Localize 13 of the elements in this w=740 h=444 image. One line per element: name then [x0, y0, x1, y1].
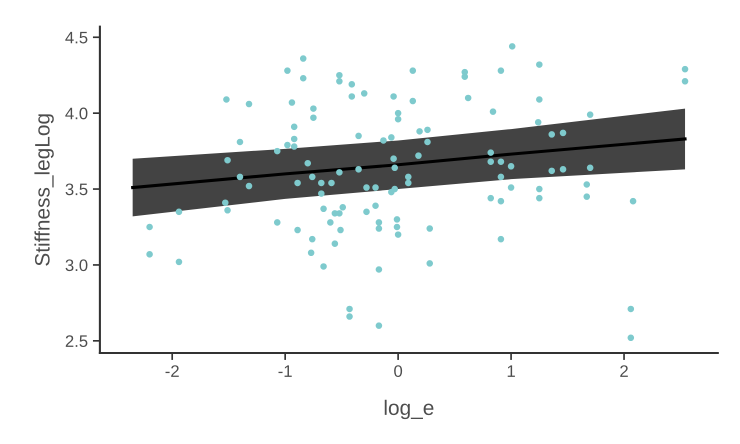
y-axis-title: Stiffness_legLog	[34, 114, 54, 266]
y-tick-label: 3.0	[66, 259, 88, 272]
x-tick-label: 0	[394, 365, 402, 378]
x-tick-label: 2	[620, 365, 628, 377]
y-tick-label: 4.5	[65, 32, 88, 44]
y-tick-label: 4.0	[65, 108, 88, 120]
x-axis-title: log_e	[384, 400, 434, 420]
x-tick-label: 1	[508, 365, 515, 377]
line-series	[131, 137, 687, 190]
y-tick-label: 2.5	[66, 335, 88, 348]
y-tick-label: 3.5	[66, 183, 88, 196]
x-tick-label: -2	[166, 365, 179, 377]
x-tick-label: -1	[278, 365, 292, 377]
